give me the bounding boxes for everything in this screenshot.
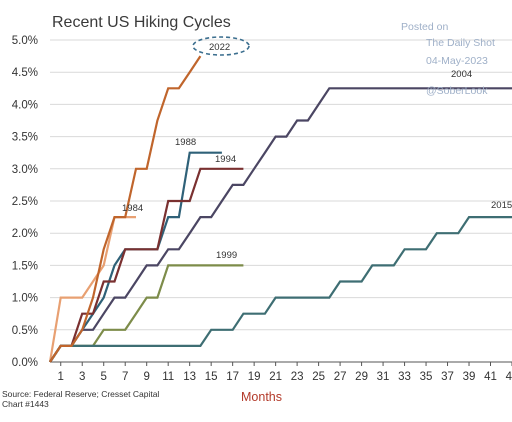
x-tick-label: 31 — [377, 371, 390, 383]
x-tick-label: 27 — [334, 371, 347, 383]
x-tick-label: 33 — [398, 371, 411, 383]
x-tick-label: 19 — [248, 371, 261, 383]
series-label-2022: 2022 — [209, 42, 230, 53]
watermark-date: 04-May-2023 — [426, 55, 488, 67]
x-tick-label: 21 — [269, 371, 282, 383]
series-label-1994: 1994 — [215, 154, 236, 165]
x-tick-label: 15 — [205, 371, 218, 383]
highlight-2022-ellipse — [192, 36, 250, 56]
x-axis-label: Months — [241, 390, 282, 404]
x-tick-label: 7 — [122, 371, 128, 383]
x-tick-label: 11 — [162, 371, 174, 383]
gridlines — [50, 39, 512, 363]
x-tick-label: 13 — [183, 371, 196, 383]
x-tick-label: 17 — [226, 371, 239, 383]
y-tick-label: 3.5% — [12, 132, 38, 144]
chart-title: Recent US Hiking Cycles — [52, 14, 231, 31]
y-tick-label: 4.5% — [12, 67, 38, 79]
x-tick-label: 29 — [355, 371, 368, 383]
x-tick-label: 5 — [101, 371, 107, 383]
series-label-2004: 2004 — [451, 69, 472, 80]
x-tick-label: 25 — [312, 371, 325, 383]
y-tick-label: 1.0% — [12, 293, 38, 305]
source-note: Source: Federal Reserve; Cresset Capital — [2, 389, 159, 399]
watermark-posted-on: Posted on — [401, 21, 448, 33]
x-tick-label: 9 — [143, 371, 149, 383]
series-lines — [48, 55, 512, 363]
x-axis-ticks: 135791113151719212325272931333537394143 — [58, 362, 512, 383]
y-tick-label: 5.0% — [12, 35, 38, 47]
x-tick-label: 1 — [58, 371, 64, 383]
y-tick-label: 2.0% — [12, 228, 38, 240]
series-line-1984 — [48, 216, 136, 363]
watermark-handle: @SoberLook — [426, 85, 488, 97]
y-tick-label: 2.5% — [12, 196, 38, 208]
series-line-2022 — [49, 55, 202, 363]
watermark: Posted on The Daily Shot 04-May-2023 @So… — [401, 21, 495, 97]
y-tick-label: 4.0% — [12, 99, 38, 111]
series-line-1999 — [49, 264, 244, 363]
series-line-2015 — [49, 216, 512, 363]
x-tick-label: 3 — [79, 371, 85, 383]
series-line-1994 — [49, 167, 244, 363]
y-axis-ticks: 0.0% 0.5% 1.0% 1.5% 2.0% 2.5% 3.0% 3.5% 4.0% 4.5%… — [12, 35, 38, 369]
y-tick-label: 1.5% — [12, 260, 38, 272]
y-tick-label: 3.0% — [12, 164, 38, 176]
series-label-1988: 1988 — [175, 137, 196, 148]
x-tick-label: 39 — [463, 371, 476, 383]
series-label-1999: 1999 — [216, 250, 237, 261]
y-tick-label: 0.0% — [12, 357, 38, 369]
x-tick-label: 43 — [506, 371, 512, 383]
series-labels: 1984 1988 1994 1999 2004 2015 2022 — [122, 36, 512, 261]
series-label-2015: 2015 — [491, 200, 512, 211]
series-line-2004 — [49, 87, 512, 363]
chart-number: Chart #1443 — [2, 399, 49, 409]
watermark-source: The Daily Shot — [426, 37, 495, 49]
x-tick-label: 35 — [420, 371, 433, 383]
x-tick-label: 23 — [291, 371, 304, 383]
y-tick-label: 0.5% — [12, 325, 38, 337]
series-label-1984: 1984 — [122, 203, 143, 214]
x-tick-label: 37 — [441, 371, 454, 383]
x-tick-label: 41 — [484, 371, 497, 383]
